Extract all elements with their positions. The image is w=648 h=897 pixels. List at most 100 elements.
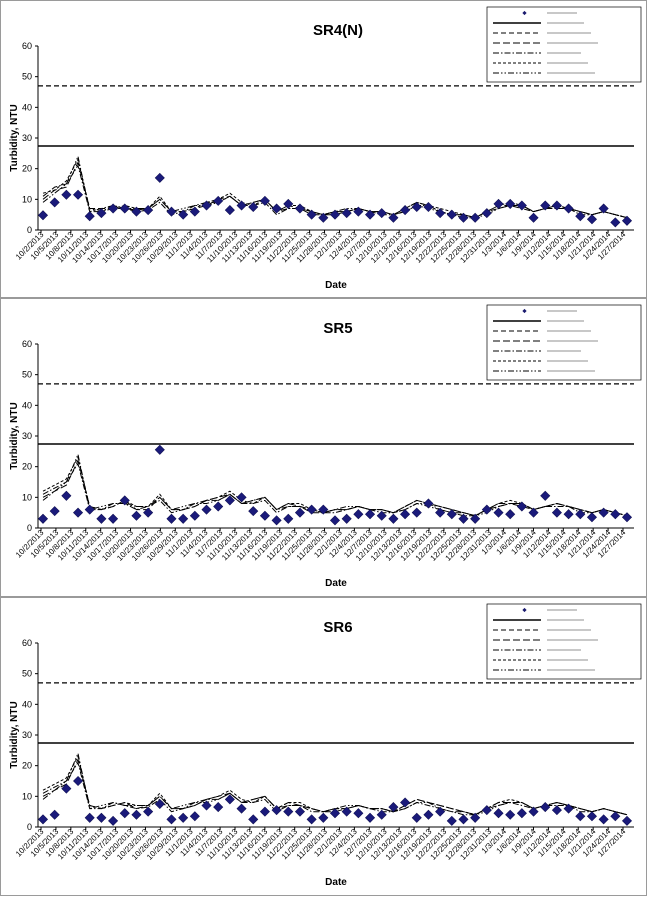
data-point — [119, 203, 130, 214]
data-point — [575, 211, 586, 222]
series-line-dashdotdot — [42, 154, 628, 219]
chart-panel-sr6: SR6 0 10 20 30 40 50 60 10/2/2013 10/5/2013 10/8/2… — [0, 597, 647, 896]
data-point — [224, 794, 235, 805]
data-point — [481, 805, 492, 816]
data-point — [259, 195, 270, 206]
chart-svg-sr6: SR6010203040506010/2/201310/5/201310/8/2… — [9, 603, 642, 888]
data-point — [213, 501, 224, 512]
data-point — [236, 200, 247, 211]
data-point — [131, 809, 142, 820]
legend-label-placeholder — [547, 52, 581, 54]
legend-label-placeholder — [547, 350, 581, 352]
y-tick-label: 30 — [22, 730, 32, 740]
data-point — [318, 212, 329, 223]
data-point — [365, 209, 376, 220]
data-point — [446, 509, 457, 520]
data-point — [84, 211, 95, 222]
data-point — [458, 814, 469, 825]
legend-label-placeholder — [547, 659, 588, 661]
legend-label-placeholder — [547, 669, 595, 671]
data-point — [283, 513, 294, 524]
data-point — [353, 509, 364, 520]
data-point — [201, 504, 212, 515]
y-tick-label: 20 — [22, 462, 32, 472]
data-point — [423, 809, 434, 820]
data-point — [259, 806, 270, 817]
y-tick-label: 60 — [22, 41, 32, 51]
data-point — [329, 808, 341, 819]
x-axis-label: Date — [325, 578, 347, 589]
data-point — [411, 201, 422, 213]
data-point — [481, 504, 492, 515]
data-point — [353, 808, 364, 819]
legend-label-placeholder — [547, 619, 584, 621]
legend-label-placeholder — [547, 22, 584, 24]
data-point — [598, 203, 609, 214]
series-line-longdash — [42, 161, 628, 219]
data-point — [365, 812, 376, 823]
chart-title: SR4(N) — [313, 22, 363, 39]
data-point — [271, 203, 282, 214]
data-point — [259, 510, 270, 521]
y-tick-label: 20 — [22, 761, 32, 771]
data-point — [586, 512, 597, 523]
data-point — [224, 205, 235, 216]
data-point — [563, 203, 574, 214]
data-point — [376, 208, 387, 219]
y-tick-label: 60 — [22, 638, 32, 648]
data-point — [271, 515, 282, 526]
data-point — [166, 206, 177, 217]
data-point — [435, 507, 446, 518]
data-point — [446, 815, 457, 826]
y-tick-label: 0 — [27, 225, 32, 235]
data-point — [306, 814, 317, 825]
data-point — [388, 802, 399, 813]
y-tick-label: 40 — [22, 699, 32, 709]
y-tick-label: 50 — [22, 669, 32, 679]
data-point — [108, 815, 119, 826]
data-point — [423, 498, 434, 509]
data-point — [470, 212, 481, 223]
data-point — [143, 806, 154, 817]
data-point — [49, 197, 60, 208]
data-point — [166, 513, 177, 524]
data-point — [621, 215, 633, 226]
legend-label-placeholder — [547, 330, 591, 332]
data-point — [551, 507, 562, 518]
data-point — [96, 208, 107, 219]
legend-label-placeholder — [547, 12, 577, 14]
data-point — [248, 506, 259, 517]
data-point — [294, 507, 305, 518]
chart-svg-sr5: SR5010203040506010/2/201310/5/201310/8/2… — [9, 304, 642, 589]
data-point — [551, 805, 562, 816]
data-point — [563, 509, 574, 520]
legend-box — [486, 603, 642, 680]
x-axis-label: Date — [325, 280, 347, 291]
data-point — [96, 812, 107, 823]
data-point — [271, 805, 282, 816]
data-point — [586, 214, 597, 225]
y-axis-label: Turbidity, NTU — [9, 104, 20, 171]
chart-panel-sr4n: SR4(N) 0 10 20 30 40 50 60 10/2/2013 10/5/2013 10/… — [0, 0, 647, 298]
data-point — [154, 444, 165, 455]
data-point — [143, 205, 154, 216]
data-point — [376, 510, 387, 521]
data-point — [540, 802, 551, 813]
data-point — [341, 806, 352, 817]
y-tick-label: 20 — [22, 164, 32, 174]
legend-label-placeholder — [547, 72, 595, 74]
data-point — [493, 507, 504, 518]
y-tick-label: 30 — [22, 431, 32, 441]
data-point — [505, 509, 516, 520]
y-tick-label: 60 — [22, 339, 32, 349]
data-point — [516, 501, 527, 512]
data-point — [224, 495, 235, 506]
series-line-longdash — [42, 459, 628, 517]
data-point — [154, 172, 165, 183]
data-point — [493, 808, 504, 819]
legend-label-placeholder — [547, 32, 591, 34]
data-point — [435, 806, 446, 817]
data-point — [119, 808, 130, 819]
data-point — [61, 783, 72, 794]
data-point — [294, 806, 305, 817]
